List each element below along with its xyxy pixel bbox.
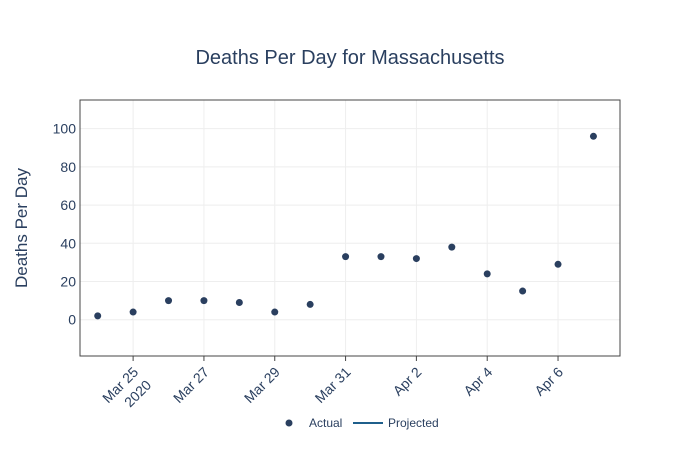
y-tick-label: 0 <box>68 312 76 328</box>
legend-item-actual[interactable]: Actual <box>285 416 343 430</box>
y-tick-label: 40 <box>60 235 76 251</box>
data-point-actual[interactable] <box>448 243 456 251</box>
data-point-actual[interactable] <box>271 308 279 316</box>
data-point-actual[interactable] <box>165 297 173 305</box>
legend: Actual Projected <box>285 416 439 430</box>
data-point-actual[interactable] <box>200 297 208 305</box>
legend-label-actual: Actual <box>309 416 342 430</box>
data-point-actual[interactable] <box>94 312 102 320</box>
x-tick-label: Mar 27 <box>170 364 212 406</box>
data-point-actual[interactable] <box>235 299 243 307</box>
legend-marker-actual <box>285 419 293 427</box>
x-tick-label: Mar 29 <box>241 364 283 406</box>
data-point-actual[interactable] <box>589 132 597 140</box>
x-tick-label: Mar 31 <box>312 364 354 406</box>
x-tick-label: Apr 2 <box>390 364 425 399</box>
x-tick-label: Apr 6 <box>531 364 566 399</box>
data-points <box>94 132 597 320</box>
grid-lines <box>80 100 620 356</box>
data-point-actual[interactable] <box>412 255 420 263</box>
data-point-actual[interactable] <box>483 270 491 278</box>
y-axis-ticks: 0 20 40 60 80 100 <box>53 121 77 328</box>
legend-label-projected: Projected <box>388 416 439 430</box>
plot-area[interactable] <box>79 99 621 357</box>
y-axis-title: Deaths Per Day <box>12 168 31 288</box>
data-point-actual[interactable] <box>129 308 137 316</box>
data-point-actual[interactable] <box>519 287 527 295</box>
data-point-actual[interactable] <box>554 260 562 268</box>
data-point-actual[interactable] <box>342 253 350 261</box>
legend-item-projected[interactable]: Projected <box>353 416 439 430</box>
data-point-actual[interactable] <box>306 300 314 308</box>
chart-title: Deaths Per Day for Massachusetts <box>195 47 504 69</box>
data-point-actual[interactable] <box>377 253 385 261</box>
y-tick-label: 20 <box>60 273 76 289</box>
y-tick-label: 100 <box>53 121 77 137</box>
x-tick-label: Apr 4 <box>460 364 495 399</box>
y-tick-label: 80 <box>60 159 76 175</box>
y-tick-label: 60 <box>60 197 76 213</box>
